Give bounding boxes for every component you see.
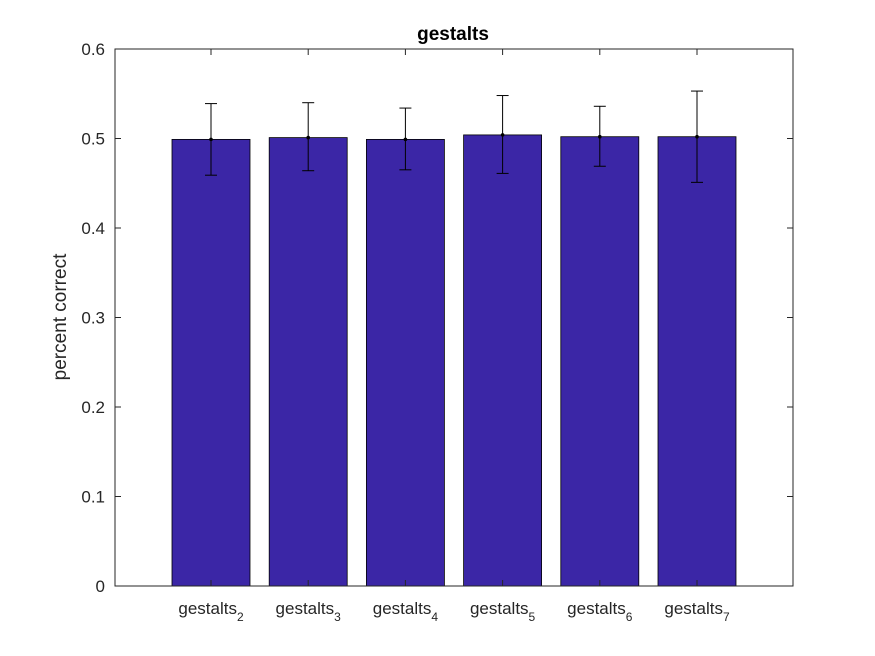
y-tick-label: 0.1 [81, 488, 105, 507]
x-ticks-group: gestalts2 gestalts3 gestalts4 gestalts5 gest… [178, 49, 730, 624]
y-tick-label: 0.4 [81, 219, 105, 238]
y-axis-label: percent correct [50, 253, 71, 380]
error-bar [496, 95, 509, 174]
y-ticks-group: 0 0.1 0.2 0.3 0.4 0.5 0.6 [81, 40, 793, 596]
mean-point [695, 134, 699, 139]
x-tick-label: gestalts4 [373, 599, 439, 624]
mean-point [598, 134, 602, 139]
x-tick-label: gestalts2 [178, 599, 244, 624]
x-tick-label: gestalts3 [276, 599, 342, 624]
bar [657, 136, 737, 587]
error-bar [302, 102, 315, 172]
x-tick-label: gestalts5 [470, 599, 536, 624]
bars-group [171, 134, 737, 587]
error-bar [399, 107, 412, 171]
x-tick-label: gestalts7 [664, 599, 730, 624]
bar [171, 138, 251, 587]
bar [268, 137, 348, 587]
y-tick-label: 0.3 [81, 309, 105, 328]
bar [560, 136, 640, 587]
error-bar [205, 103, 217, 176]
mean-point [209, 137, 213, 142]
mean-point [306, 135, 311, 140]
y-tick-label: 0.2 [81, 398, 105, 417]
x-tick-label: gestalts6 [567, 599, 633, 624]
mean-point [500, 133, 505, 137]
bar [365, 138, 445, 587]
y-tick-label: 0.6 [81, 40, 105, 59]
error-bar [593, 105, 606, 167]
bar [463, 134, 543, 587]
error-bars-group [205, 90, 703, 183]
y-tick-label: 0.5 [81, 130, 105, 149]
y-tick-label: 0 [96, 577, 105, 596]
error-bar [691, 90, 703, 183]
chart-title: gestalts [417, 24, 489, 45]
mean-point [403, 137, 408, 142]
